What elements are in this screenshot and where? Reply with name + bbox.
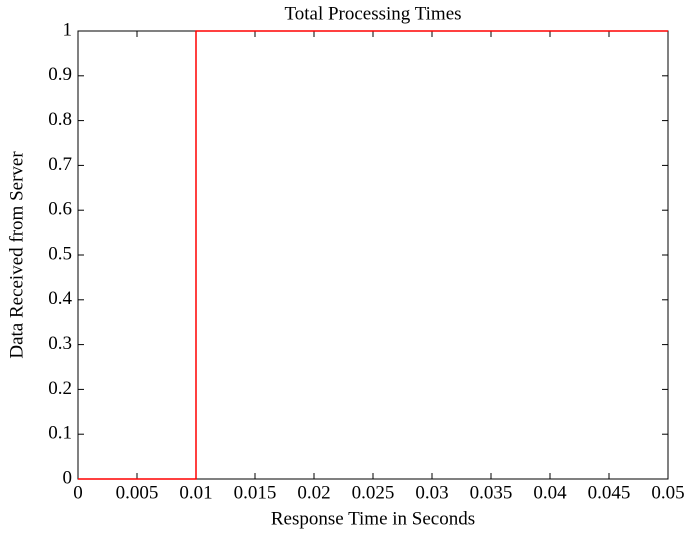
x-tick-label: 0.02 <box>297 482 330 503</box>
x-tick-label: 0.005 <box>116 482 159 503</box>
x-tick-label: 0.03 <box>415 482 448 503</box>
y-tick-label: 0.8 <box>48 109 72 130</box>
y-tick-label: 0.7 <box>48 154 72 175</box>
x-tick-label: 0.025 <box>352 482 395 503</box>
x-tick-label: 0.015 <box>234 482 277 503</box>
y-tick-label: 0.6 <box>48 199 72 220</box>
x-tick-label: 0 <box>73 482 83 503</box>
y-axis-label: Data Received from Server <box>6 151 27 359</box>
x-axis-label: Response Time in Seconds <box>271 508 475 529</box>
data-line <box>78 30 668 480</box>
y-tick-label: 0.1 <box>48 423 72 444</box>
x-tick-label: 0.05 <box>651 482 684 503</box>
y-tick-label: 0.9 <box>48 64 72 85</box>
y-tick-label: 0.4 <box>48 288 72 309</box>
y-tick-label: 0.3 <box>48 333 72 354</box>
y-tick-label: 0.5 <box>48 243 72 264</box>
y-tick-label: 1 <box>63 19 73 40</box>
y-tick-label: 0.2 <box>48 378 72 399</box>
y-tick-label: 0 <box>63 467 73 488</box>
x-tick-label: 0.035 <box>470 482 513 503</box>
chart-title: Total Processing Times <box>284 3 461 24</box>
plot-area <box>77 30 669 480</box>
x-tick-label: 0.01 <box>179 482 212 503</box>
x-tick-label: 0.045 <box>588 482 631 503</box>
x-tick-label: 0.04 <box>533 482 567 503</box>
